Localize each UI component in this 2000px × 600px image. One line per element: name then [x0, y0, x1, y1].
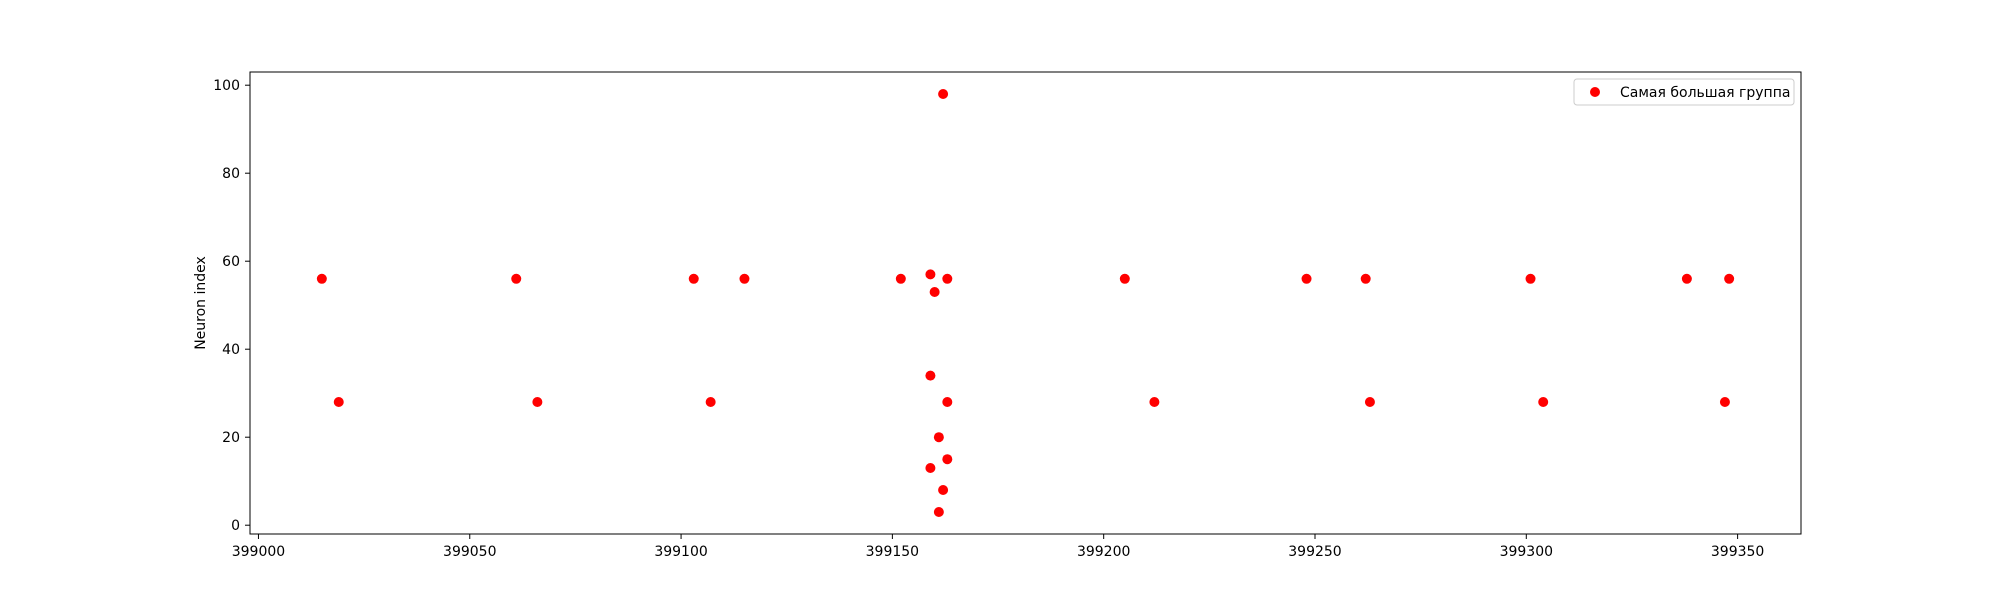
legend-label: Самая большая группа: [1620, 85, 1790, 101]
data-point: [1360, 273, 1371, 284]
y-tick-label: 100: [213, 78, 240, 94]
x-tick-label: 399000: [232, 544, 285, 560]
data-point: [1149, 397, 1160, 407]
data-point: [1364, 397, 1375, 407]
data-point: [1719, 397, 1730, 407]
data-point: [933, 507, 944, 517]
data-point: [1724, 273, 1735, 284]
data-point: [316, 273, 327, 284]
plot-frame: [249, 71, 1802, 535]
data-point: [1119, 273, 1130, 284]
data-point: [1681, 273, 1692, 284]
data-point: [532, 397, 543, 407]
data-point: [929, 287, 940, 297]
data-point: [942, 454, 953, 465]
data-point: [933, 432, 944, 443]
x-axis-ticks: 399000 399050 399100 399150 399200 399250 3993…: [232, 534, 1764, 560]
data-point: [942, 273, 953, 284]
data-point: [895, 273, 906, 284]
data-point: [1538, 397, 1549, 407]
data-point: [925, 269, 936, 280]
y-tick-label: 40: [222, 342, 240, 358]
y-tick-label: 80: [222, 166, 240, 182]
x-tick-label: 399300: [1500, 544, 1553, 560]
x-tick-label: 399250: [1288, 544, 1341, 560]
data-point: [688, 273, 699, 284]
data-point: [333, 397, 344, 407]
legend-box: [1573, 78, 1795, 106]
x-tick-label: 399150: [866, 544, 919, 560]
y-tick-label: 20: [222, 430, 240, 446]
legend: Самая большая группа: [1573, 78, 1795, 106]
legend-marker: [1590, 87, 1600, 97]
data-point: [925, 370, 936, 381]
data-point: [938, 485, 949, 495]
x-tick-label: 399350: [1711, 544, 1764, 560]
data-points: [316, 89, 1735, 517]
data-point: [938, 89, 949, 99]
x-tick-label: 399100: [654, 544, 707, 560]
data-point: [705, 397, 716, 407]
data-point: [511, 273, 522, 284]
data-point: [1301, 273, 1312, 284]
x-tick-label: 399200: [1077, 544, 1130, 560]
y-tick-label: 0: [231, 518, 240, 534]
y-tick-label: 60: [222, 254, 240, 270]
data-point: [942, 397, 953, 407]
y-axis-label: Neuron index: [193, 256, 209, 350]
y-axis-ticks: 0 20 40 60 80 100: [213, 78, 250, 534]
x-tick-label: 399050: [443, 544, 496, 560]
data-point: [1525, 273, 1536, 284]
data-point: [925, 463, 936, 473]
data-point: [739, 273, 750, 284]
